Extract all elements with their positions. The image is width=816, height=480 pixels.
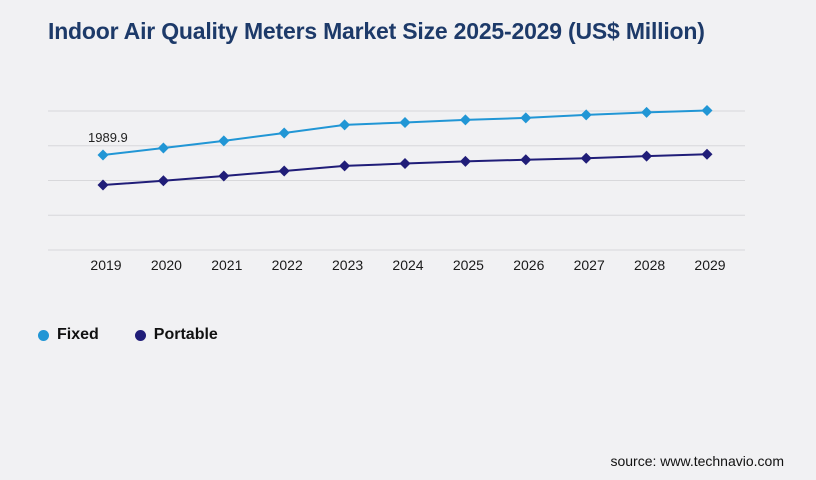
- fixed-data-point-marker: [641, 106, 653, 118]
- portable-data-point-marker: [701, 148, 713, 160]
- portable-data-point-marker: [641, 150, 653, 162]
- legend-item-portable[interactable]: Portable: [134, 326, 218, 344]
- x-axis-label: 2025: [453, 257, 484, 273]
- fixed-data-point-marker: [218, 135, 230, 147]
- fixed-data-point-marker: [580, 109, 592, 121]
- x-axis-label: 2019: [90, 257, 121, 273]
- legend-item-fixed[interactable]: Fixed: [38, 326, 99, 344]
- source-attribution: source: www.technavio.com: [610, 453, 784, 469]
- chart-title: Indoor Air Quality Meters Market Size 20…: [48, 18, 705, 44]
- portable-data-point-marker: [580, 152, 592, 164]
- x-axis-label: 2023: [332, 257, 363, 273]
- legend-label: Portable: [153, 326, 218, 343]
- portable-data-point-marker: [520, 154, 532, 166]
- legend-label: Fixed: [57, 326, 99, 343]
- fixed-data-point-marker: [459, 114, 471, 126]
- portable-data-point-marker: [399, 158, 411, 170]
- fixed-data-point-marker: [157, 142, 169, 154]
- x-axis-label: 2029: [694, 257, 725, 273]
- chart-legend: Fixed Portable: [38, 326, 218, 344]
- legend-marker-icon: [134, 329, 146, 341]
- portable-data-point-marker: [157, 175, 169, 187]
- portable-data-point-marker: [97, 179, 109, 191]
- fixed-data-point-marker: [701, 105, 713, 117]
- x-axis-label: 2020: [151, 257, 182, 273]
- portable-data-point-marker: [278, 165, 290, 177]
- x-axis-label: 2024: [392, 257, 423, 273]
- fixed-data-point-marker: [97, 149, 109, 161]
- fixed-data-point-marker: [339, 119, 351, 131]
- portable-data-point-marker: [218, 170, 230, 182]
- x-axis-label: 2027: [574, 257, 605, 273]
- fixed-data-point-marker: [278, 127, 290, 139]
- portable-data-point-marker: [459, 155, 471, 167]
- data-label: 1989.9: [88, 130, 128, 145]
- fixed-data-point-marker: [520, 112, 532, 124]
- portable-data-point-marker: [339, 160, 351, 172]
- legend-marker-icon: [38, 329, 49, 341]
- x-axis-label: 2022: [272, 257, 303, 273]
- fixed-data-point-marker: [399, 116, 411, 128]
- x-axis-label: 2021: [211, 257, 242, 273]
- x-axis-label: 2028: [634, 257, 665, 273]
- x-axis-label: 2026: [513, 257, 544, 273]
